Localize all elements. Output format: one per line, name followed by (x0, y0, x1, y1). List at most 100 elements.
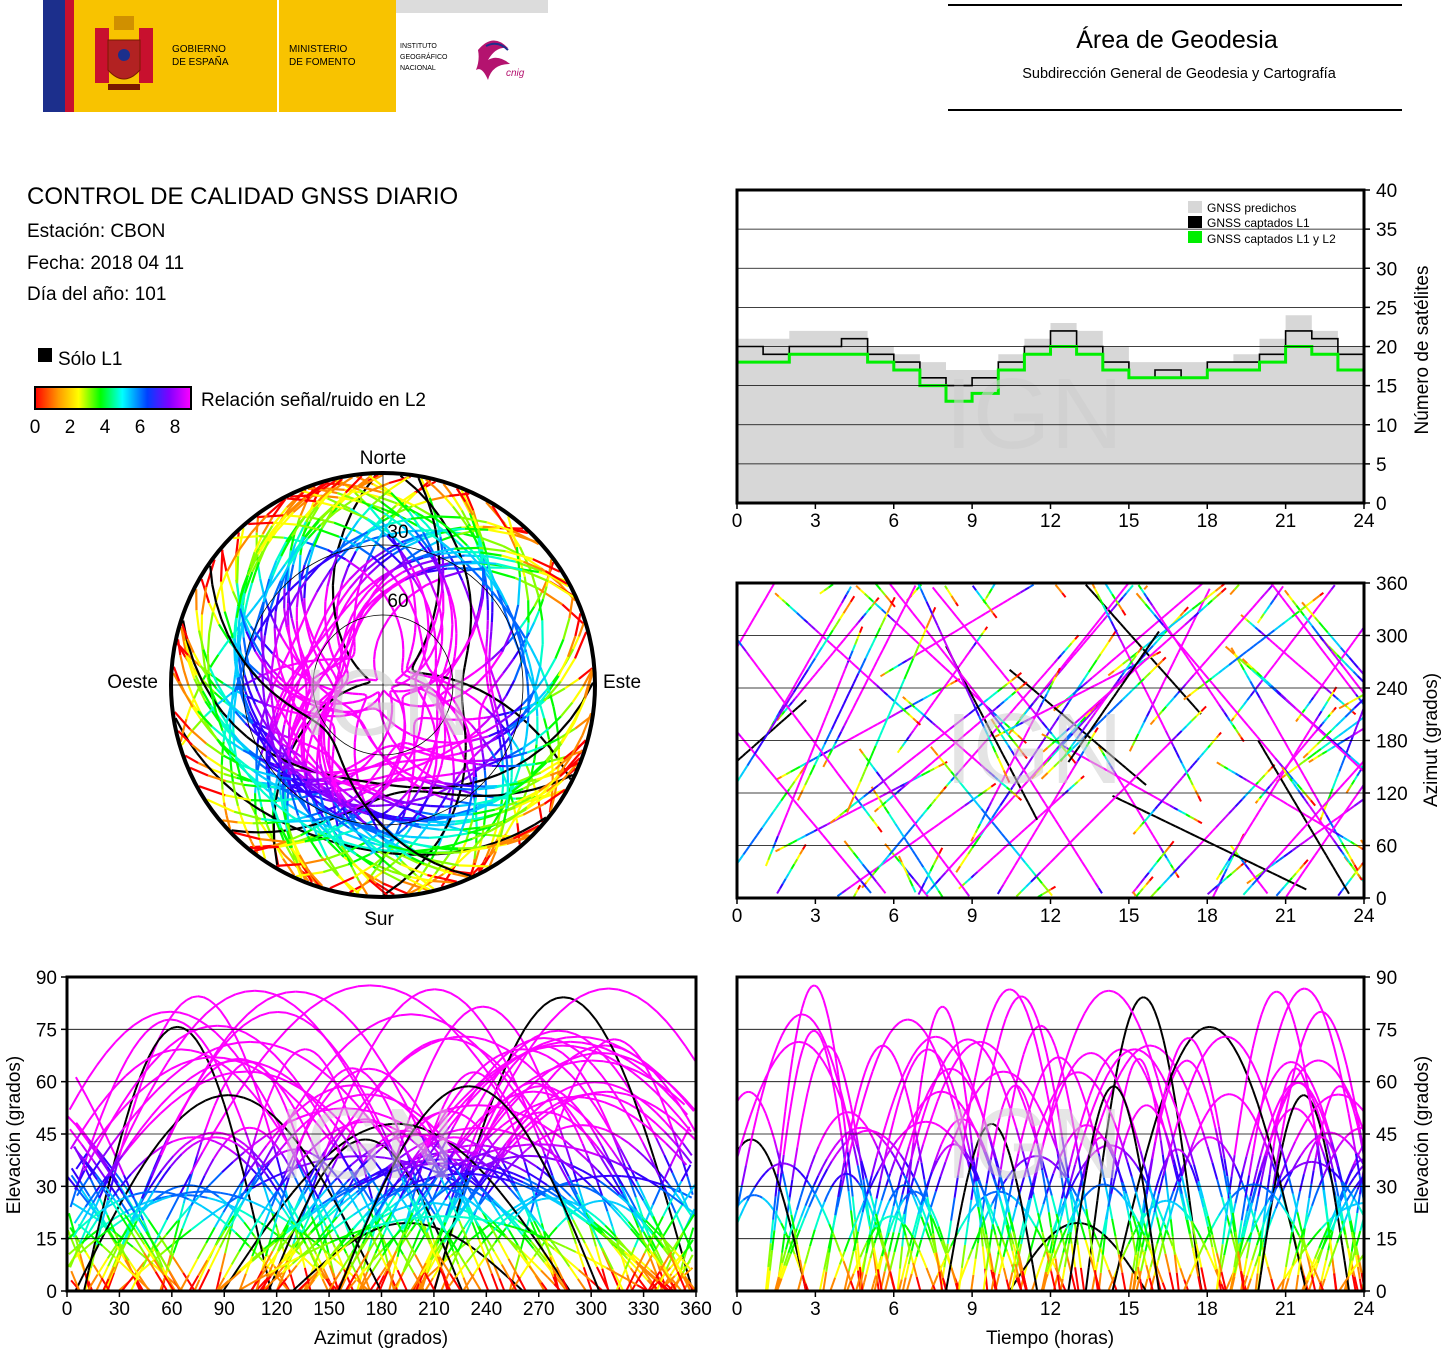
azimuth-track-segment (936, 793, 941, 798)
azimuth-track-segment (1262, 702, 1267, 710)
sky-track-segment (369, 700, 377, 707)
sky-track-segment (233, 724, 248, 738)
sky-track-segment (275, 729, 283, 746)
sky-track-segment (400, 701, 410, 707)
sky-track-segment (429, 642, 438, 656)
azimuth-track-segment (1358, 786, 1364, 792)
azimuth-track-segment (1291, 797, 1296, 803)
sky-track-segment (459, 550, 481, 554)
azimuth-track-segment (1307, 754, 1313, 760)
sky-track-segment (455, 533, 468, 547)
azimuth-track-segment (1300, 812, 1305, 818)
azimuth-track-segment (1371, 855, 1374, 860)
azimuth-track-segment (739, 854, 745, 860)
azimuth-track-segment (781, 773, 787, 778)
y-tick-5: 5 (1376, 455, 1387, 476)
azimuth-track-segment (1310, 854, 1316, 861)
sky-track-segment (331, 567, 336, 586)
azimuth-track-segment (1379, 663, 1381, 669)
azimuth-track-segment (895, 785, 901, 790)
azimuth-track-segment (1027, 823, 1032, 828)
azimuth-track-segment (1099, 647, 1106, 655)
sky-track-segment (315, 500, 344, 510)
azimuth-track-segment (1375, 764, 1378, 769)
azimuth-track-segment (844, 662, 849, 669)
azimuth-track-segment (1042, 809, 1048, 814)
azimuth-track-segment (1252, 862, 1259, 867)
sky-track-segment (394, 578, 405, 593)
azimuth-track-segment (1054, 747, 1060, 754)
azimuth-track-segment (1145, 880, 1151, 886)
sky-track-segment (261, 685, 266, 699)
sky-track-segment (237, 676, 245, 696)
sky-track-segment (414, 810, 434, 816)
azimuth-track-segment (1126, 801, 1133, 807)
sky-track-segment (533, 675, 547, 692)
azimuth-track-segment (1011, 594, 1017, 599)
azimuth-track-segment (892, 846, 897, 851)
azimuth-track-segment (842, 668, 847, 675)
sky-track-segment (232, 706, 244, 717)
azimuth-track-segment (1023, 826, 1029, 831)
legend-l1: GNSS captados L1 (1207, 216, 1310, 230)
sky-track-segment (522, 690, 536, 705)
sky-track-segment (297, 734, 305, 748)
sky-track-segment (415, 730, 421, 742)
azimuth-track-segment (1177, 809, 1183, 813)
sky-track-segment (439, 641, 444, 654)
azimuth-track-segment (1090, 590, 1096, 596)
azimuth-track-segment (1349, 736, 1354, 744)
azimuth-track-segment (1368, 850, 1371, 855)
sky-track-segment (401, 670, 404, 674)
sky-track-segment (334, 616, 340, 630)
azimuth-track-segment (1193, 817, 1199, 822)
azimuth-track-segment (1118, 596, 1124, 602)
sky-track-segment (182, 669, 190, 685)
azimuth-track-segment (958, 625, 965, 631)
sky-track-segment (532, 558, 561, 573)
sky-track-segment (375, 848, 395, 853)
azimuth-track-segment (1135, 891, 1141, 898)
azimuth-track-segment (1229, 649, 1235, 655)
azimuth-track-segment (1287, 747, 1293, 755)
azimuth-track-segment (787, 692, 792, 698)
azimuth-track-segment (907, 828, 912, 833)
sky-track-segment (336, 530, 345, 550)
azimuth-track-segment (1136, 642, 1142, 647)
azimuth-track-segment (910, 730, 915, 735)
sky-track-segment (321, 754, 328, 771)
sky-track-segment (221, 730, 232, 749)
azimuth-track-segment (1017, 692, 1024, 700)
sky-track-segment (483, 812, 487, 826)
sky-track-segment (454, 619, 458, 634)
sky-track-segment (217, 570, 229, 592)
azimuth-track-segment (1340, 701, 1345, 706)
sky-track-segment (488, 850, 497, 867)
sky-track-segment (315, 581, 324, 593)
sky-track-segment (401, 640, 405, 650)
sky-track-segment (537, 801, 544, 823)
sky-track-segment (428, 580, 438, 598)
azimuth-track-segment (999, 798, 1006, 807)
sky-track-segment (290, 847, 307, 869)
azimuth-track-segment (1213, 736, 1218, 741)
azimuth-track-segment (834, 686, 840, 693)
azimuth-track-segment (1295, 868, 1301, 874)
sky-track-segment (403, 677, 411, 684)
azimuth-track-segment (1074, 780, 1079, 786)
sky-track-segment (207, 673, 213, 694)
azimuth-track-segment (1263, 608, 1269, 615)
azimuth-track-segment (1246, 664, 1253, 671)
sky-track-segment (405, 801, 418, 806)
azimuth-track-segment (1350, 779, 1356, 786)
azimuth-track-segment (1232, 625, 1238, 631)
azimuth-track-segment (1267, 767, 1273, 773)
sky-track-segment (443, 579, 451, 597)
azimuth-track-segment (1143, 821, 1148, 826)
azimuth-track-segment (1033, 681, 1038, 688)
sky-track-segment (410, 856, 425, 865)
satellites-grid (737, 228, 1364, 465)
sky-track-segment (287, 498, 298, 511)
sky-track-segment (420, 478, 431, 499)
sky-track-segment (574, 613, 582, 637)
